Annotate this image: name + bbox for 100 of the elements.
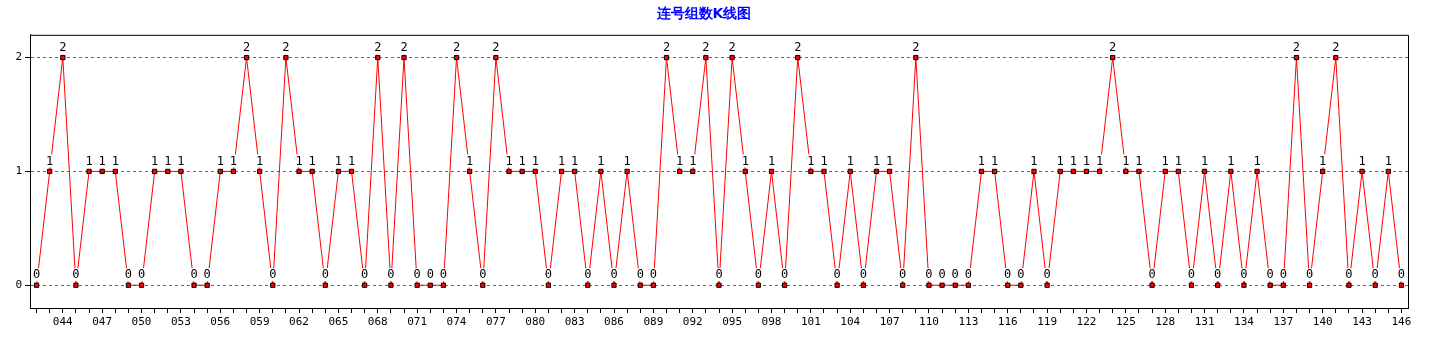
- data-label: 1: [164, 153, 172, 168]
- data-label: 1: [846, 153, 854, 168]
- x-tick-label: 128: [1155, 315, 1176, 329]
- data-label: 1: [531, 153, 539, 168]
- data-label: 0: [137, 267, 146, 282]
- x-tick-label: 113: [958, 315, 979, 329]
- x-tick-label: 098: [761, 315, 782, 329]
- data-label: 0: [1043, 267, 1051, 282]
- y-tick-label: 1: [15, 164, 22, 178]
- data-label: 2: [59, 39, 67, 54]
- data-label: 1: [1122, 153, 1130, 168]
- x-tick-label: 104: [840, 315, 861, 329]
- data-label: 1: [1174, 153, 1182, 168]
- data-label: 0: [715, 267, 723, 282]
- data-label: 0: [544, 267, 553, 282]
- data-label: 0: [1004, 267, 1012, 282]
- data-label: 2: [912, 39, 920, 54]
- data-label: 0: [859, 267, 867, 282]
- x-tick-label: 059: [249, 315, 270, 329]
- data-label: 1: [557, 153, 566, 168]
- data-label: 1: [1069, 153, 1077, 168]
- data-label: 0: [124, 267, 133, 282]
- data-label: 1: [977, 153, 986, 168]
- data-label: 1: [151, 153, 159, 168]
- data-label: 0: [833, 267, 841, 282]
- x-tick-label: 086: [604, 315, 624, 329]
- data-label: 0: [203, 267, 211, 282]
- data-label: 1: [1384, 153, 1392, 168]
- x-tick-label: 131: [1194, 315, 1215, 329]
- data-label: 0: [1305, 267, 1314, 282]
- data-label: 1: [807, 153, 815, 168]
- data-label: 1: [347, 153, 356, 168]
- data-label: 0: [1148, 267, 1156, 282]
- data-label: 0: [610, 267, 618, 282]
- data-label: 0: [72, 267, 80, 282]
- data-label: 2: [374, 39, 382, 54]
- x-tick-label: 047: [92, 315, 113, 329]
- data-label: 2: [400, 39, 408, 54]
- data-label: 1: [111, 153, 119, 168]
- x-tick-label: 107: [879, 315, 900, 329]
- data-label: 2: [282, 39, 290, 54]
- data-label: 0: [938, 267, 946, 282]
- x-tick-label: 062: [289, 315, 309, 329]
- x-tick-label: 074: [446, 315, 467, 329]
- x-tick-label: 146: [1391, 315, 1412, 329]
- data-label: 2: [452, 39, 461, 54]
- data-label: 0: [1214, 267, 1222, 282]
- data-label: 0: [649, 267, 657, 282]
- data-label: 1: [571, 153, 579, 168]
- data-label: 0: [1240, 267, 1248, 282]
- data-label: 0: [1187, 267, 1196, 282]
- x-tick-label: 056: [210, 315, 231, 329]
- x-tick-label: 137: [1273, 315, 1294, 329]
- data-label: 0: [781, 267, 789, 282]
- data-label: 1: [46, 153, 54, 168]
- x-tick-label: 125: [1115, 315, 1136, 329]
- x-tick-label: 089: [643, 315, 664, 329]
- x-tick-label: 053: [170, 315, 191, 329]
- data-label: 2: [492, 39, 500, 54]
- data-label: 1: [1358, 153, 1366, 168]
- data-label: 1: [85, 153, 93, 168]
- data-label: 1: [676, 153, 684, 168]
- y-tick-label: 2: [15, 50, 22, 64]
- data-label: 0: [361, 267, 369, 282]
- data-label: 1: [98, 153, 106, 168]
- x-tick-label: 050: [131, 315, 152, 329]
- data-label: 2: [1292, 39, 1301, 54]
- data-label: 1: [1227, 153, 1235, 168]
- data-label: 1: [295, 153, 303, 168]
- data-label: 1: [505, 153, 513, 168]
- data-label: 0: [269, 267, 277, 282]
- data-label: 0: [584, 267, 592, 282]
- data-label: 2: [728, 39, 736, 54]
- data-label: 1: [1056, 153, 1064, 168]
- data-label: 1: [1161, 153, 1169, 168]
- data-label: 0: [439, 267, 448, 282]
- x-tick-label: 083: [564, 315, 585, 329]
- data-label: 1: [689, 153, 697, 168]
- data-label: 1: [767, 153, 776, 168]
- y-tick-label: 0: [15, 278, 22, 292]
- data-label: 1: [1095, 153, 1104, 168]
- data-label: 1: [177, 153, 185, 168]
- data-label: 1: [623, 153, 631, 168]
- x-tick-label: 122: [1076, 315, 1097, 329]
- data-label: 0: [426, 267, 434, 282]
- data-label: 0: [964, 267, 972, 282]
- data-label: 0: [899, 267, 907, 282]
- data-label: 0: [413, 267, 421, 282]
- data-label: 0: [387, 267, 395, 282]
- data-label: 0: [925, 267, 933, 282]
- data-label: 2: [242, 39, 251, 54]
- x-tick-label: 110: [919, 315, 939, 329]
- x-tick-label: 140: [1312, 315, 1333, 329]
- data-label: 0: [479, 267, 487, 282]
- data-label: 1: [597, 153, 605, 168]
- data-label: 1: [1135, 153, 1143, 168]
- data-label: 2: [1332, 39, 1340, 54]
- data-label: 2: [662, 39, 671, 54]
- data-label: 1: [1319, 153, 1327, 168]
- data-label: 1: [872, 153, 881, 168]
